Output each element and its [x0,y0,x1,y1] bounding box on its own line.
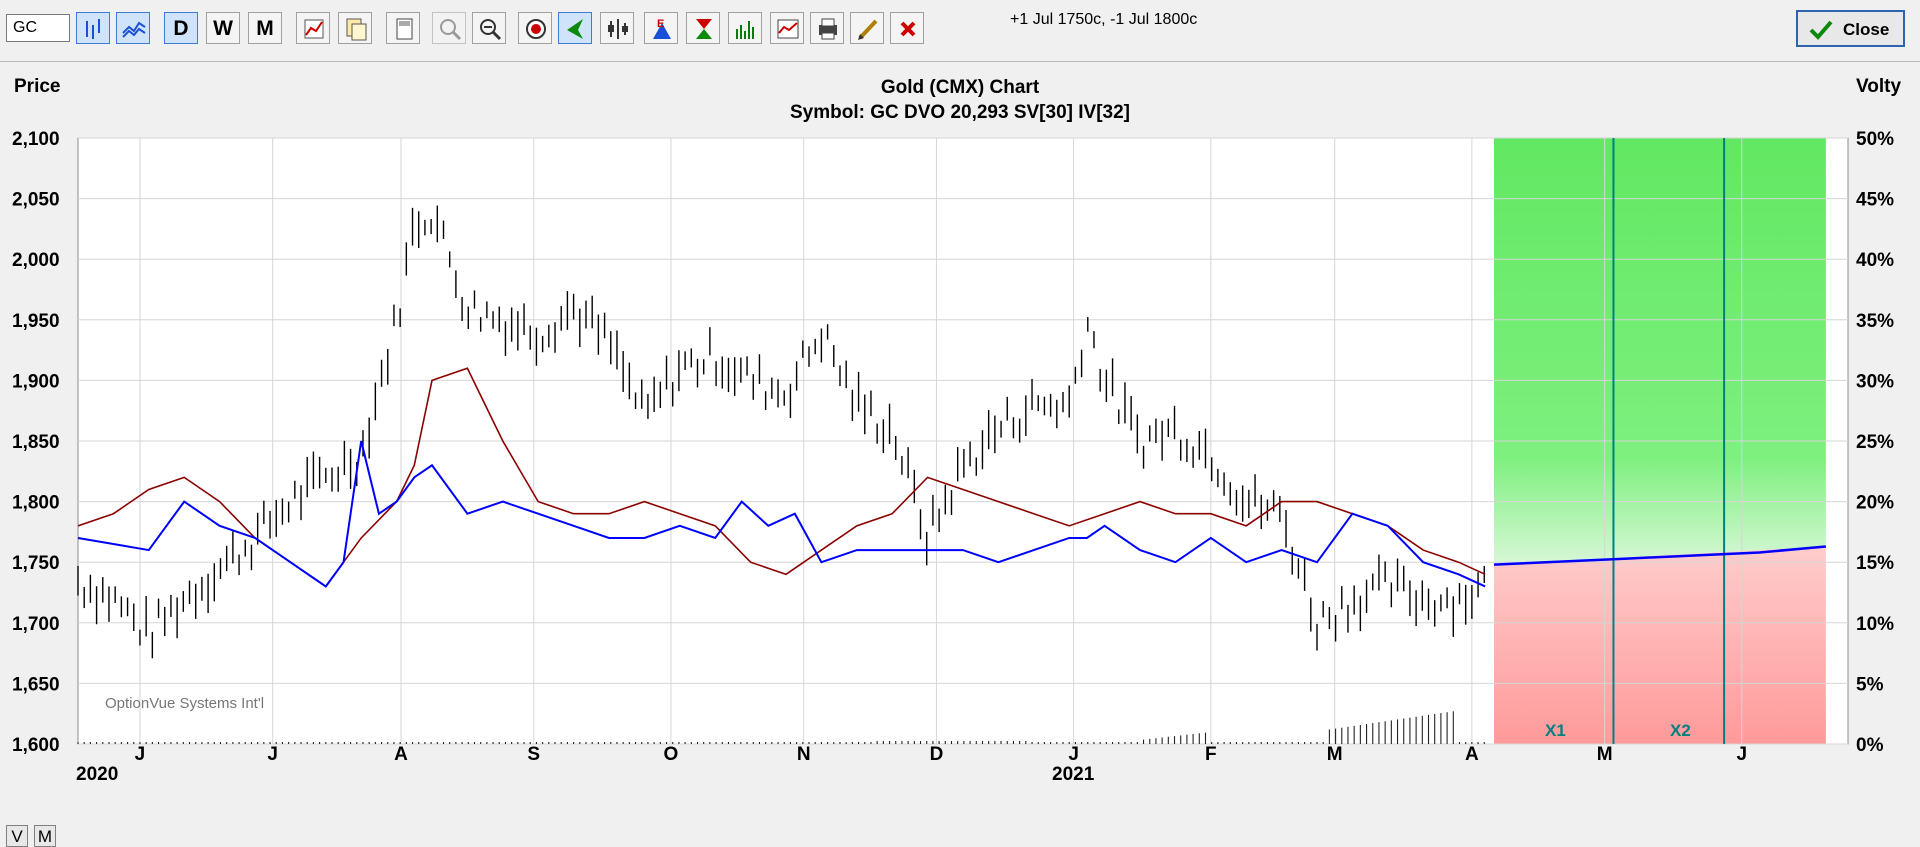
svg-text:E: E [657,18,664,30]
volty-tick-label: 40% [1856,250,1894,271]
volty-tick-label: 45% [1856,190,1894,211]
price-tick-label: 1,750 [12,553,60,574]
volty-tick-label: 25% [1856,432,1894,453]
month-tick-label: F [1205,744,1217,765]
volty-axis-label: Volty [1856,76,1901,97]
month-tick-label: O [664,744,679,765]
chart-panel: Price Volty Gold (CMX) Chart Symbol: GC … [0,61,1920,847]
profit-zone [1494,138,1826,565]
month-tick-label: J [267,744,278,765]
price-tick-label: 2,050 [12,190,60,211]
month-tick-label: N [797,744,811,765]
pointer-icon[interactable] [558,12,592,44]
volty-tick-label: 30% [1856,371,1894,392]
chart-subtitle: Symbol: GC DVO 20,293 SV[30] IV[32] [790,102,1130,123]
month-tick-label: M [1597,744,1613,765]
volatility-chart-icon[interactable] [770,12,804,44]
target-icon[interactable] [518,12,552,44]
price-tick-label: 1,900 [12,371,60,392]
symbol-input[interactable]: GC [6,14,70,42]
month-tick-label: S [527,744,540,765]
price-tick-label: 1,650 [12,674,60,695]
month-tick-label: M [1327,744,1343,765]
zoom-in-icon[interactable] [432,12,466,44]
zoom-out-icon[interactable] [472,12,506,44]
loss-zone [1494,546,1826,744]
candlestick-icon[interactable] [600,12,634,44]
price-tick-label: 2,000 [12,250,60,271]
view-m-button[interactable]: M [34,825,56,847]
volty-tick-label: 35% [1856,311,1894,332]
earnings-icon[interactable]: E [644,12,678,44]
volty-tick-label: 15% [1856,553,1894,574]
calculator-icon[interactable] [386,12,420,44]
price-tick-label: 1,950 [12,311,60,332]
marker-label-x2: X2 [1670,721,1691,740]
iv-line [77,440,1486,588]
chart-title: Gold (CMX) Chart [881,77,1040,98]
toolbar: GC D W M E [0,0,1920,58]
price-tick-label: 1,850 [12,432,60,453]
price-axis-label: Price [14,76,60,97]
bar-chart-icon[interactable] [76,12,110,44]
iv-projection-line [1493,545,1826,566]
volume-bars-icon[interactable] [728,12,762,44]
price-tick-label: 1,800 [12,493,60,514]
view-v-button[interactable]: V [6,825,28,847]
line-chart-icon[interactable] [116,12,150,44]
pencil-icon[interactable] [850,12,884,44]
checkmark-icon [1809,20,1833,40]
marker-label-x1: X1 [1545,721,1566,740]
monthly-button[interactable]: M [248,12,282,44]
year-label-2021: 2021 [1052,764,1095,785]
hourglass-icon[interactable] [686,12,720,44]
delete-icon[interactable] [890,12,924,44]
print-icon[interactable] [810,12,844,44]
close-button[interactable]: Close [1796,10,1905,47]
chart-grid-icon[interactable] [296,12,330,44]
weekly-button[interactable]: W [206,12,240,44]
position-description: +1 Jul 1750c, -1 Jul 1800c [1010,11,1198,28]
price-tick-label: 2,100 [12,129,60,150]
month-tick-label: J [135,744,146,765]
month-tick-label: A [394,744,408,765]
volty-tick-label: 10% [1856,614,1894,635]
year-label-2020: 2020 [76,764,118,785]
volty-tick-label: 0% [1856,735,1884,756]
month-tick-label: J [1068,744,1079,765]
daily-button[interactable]: D [164,12,198,44]
month-tick-label: D [930,744,944,765]
volty-tick-label: 50% [1856,129,1894,150]
watermark: OptionVue Systems Int'l [105,695,264,712]
copy-chart-icon[interactable] [338,12,372,44]
month-tick-label: A [1465,744,1479,765]
month-tick-label: J [1737,744,1748,765]
volty-tick-label: 5% [1856,674,1884,695]
price-tick-label: 1,600 [12,735,60,756]
price-volatility-chart[interactable]: Price Volty Gold (CMX) Chart Symbol: GC … [0,62,1920,790]
price-tick-label: 1,700 [12,614,60,635]
volty-tick-label: 20% [1856,493,1894,514]
